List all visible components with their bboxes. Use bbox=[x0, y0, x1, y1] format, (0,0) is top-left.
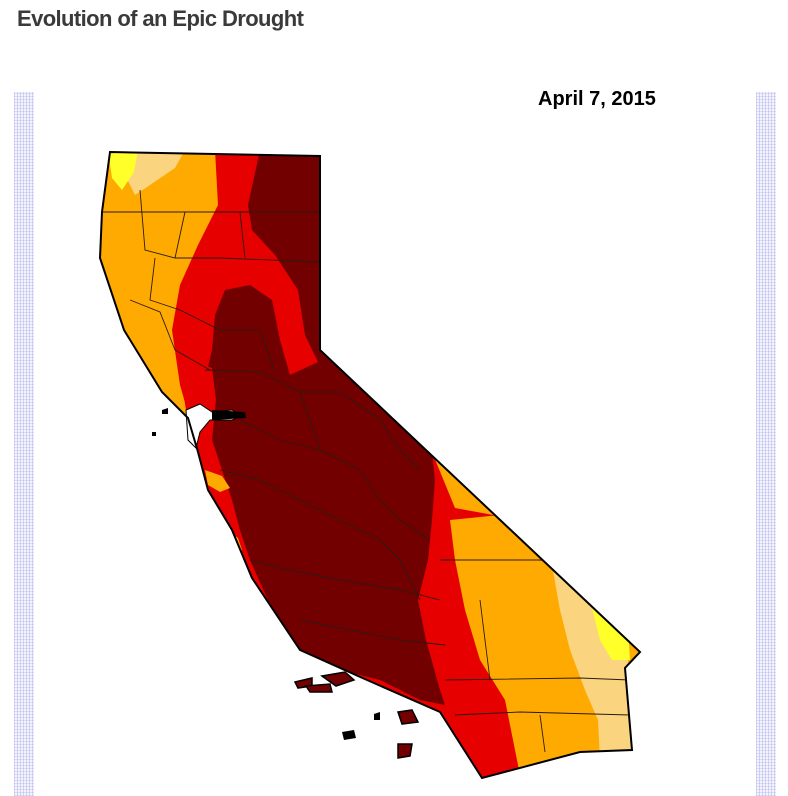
map-date-label: April 7, 2015 bbox=[538, 88, 656, 110]
right-edge-strip bbox=[756, 92, 776, 796]
zone-d1-north bbox=[125, 152, 185, 195]
drought-zones bbox=[100, 152, 640, 778]
zone-d4-central bbox=[205, 285, 445, 705]
island-2 bbox=[304, 683, 333, 693]
island-9 bbox=[152, 432, 156, 436]
left-edge-strip bbox=[14, 92, 34, 796]
island-4 bbox=[342, 730, 356, 740]
island-3 bbox=[320, 671, 356, 687]
island-8 bbox=[162, 408, 168, 414]
channel-islands bbox=[152, 408, 420, 759]
zone-d4-northeast bbox=[248, 152, 330, 362]
zone-d0-north bbox=[108, 152, 138, 190]
island-5 bbox=[374, 712, 380, 720]
california-outline bbox=[98, 150, 642, 780]
delta-channel bbox=[212, 410, 246, 420]
island-7 bbox=[397, 743, 413, 759]
island-6 bbox=[397, 709, 420, 725]
zone-d2-southeast bbox=[450, 515, 630, 775]
page-title: Evolution of an Epic Drought bbox=[17, 6, 304, 31]
zone-d2-coast-a bbox=[205, 470, 230, 492]
